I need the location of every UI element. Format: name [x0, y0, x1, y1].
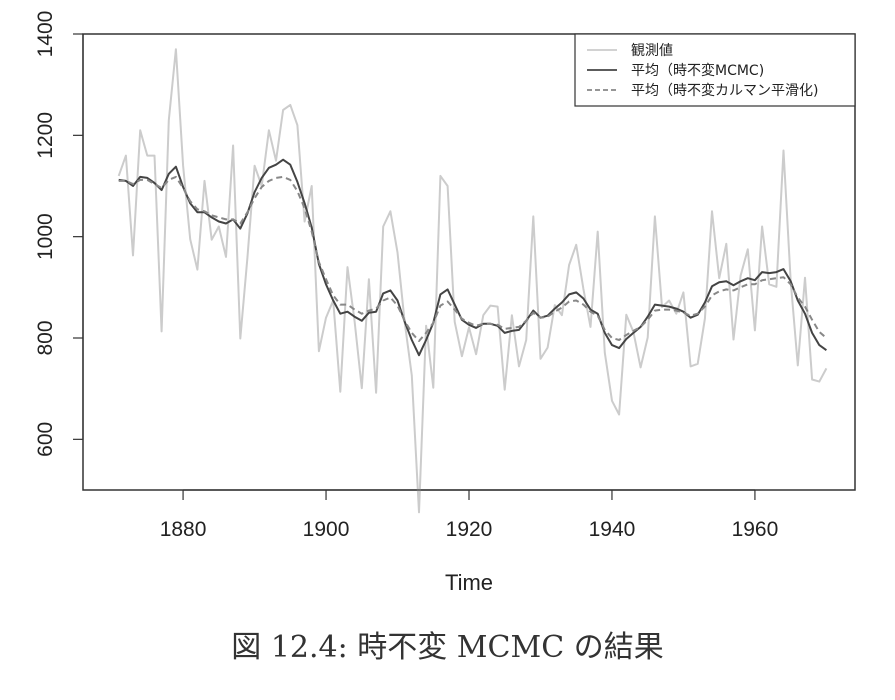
- series-line-3: [118, 175, 828, 342]
- x-tick-label: 1940: [589, 518, 636, 541]
- axes-layer: 1880 1900 1920 1940 1960 600 800 1000 1200 1400: [34, 11, 778, 541]
- legend-box: [574, 33, 856, 107]
- x-tick-label: 1960: [732, 518, 779, 541]
- x-tick-label: 1880: [160, 518, 207, 541]
- series-layer: [117, 48, 828, 514]
- legend-label-2: 平均（時不変MCMC): [631, 62, 764, 79]
- legend-label-3: 平均（時不変カルマン平滑化): [631, 82, 818, 99]
- y-tick-label: 800: [34, 320, 57, 355]
- legend-label-1: 観測値: [631, 42, 673, 59]
- y-tick-label: 600: [34, 422, 57, 457]
- series-line-2: [118, 158, 827, 357]
- x-tick-label: 1900: [303, 518, 350, 541]
- time-series-chart: 1880 1900 1920 1940 1960 600 800 1000 1200 1400 T…: [34, 11, 856, 595]
- y-tick-label: 1400: [34, 11, 57, 58]
- y-tick-label: 1200: [34, 112, 57, 159]
- series-line-1: [117, 48, 828, 514]
- figure-caption: 図 12.4: 時不変 MCMC の結果: [231, 630, 664, 665]
- x-axis-title: Time: [445, 570, 493, 595]
- y-tick-label: 1000: [34, 213, 57, 260]
- x-tick-label: 1920: [446, 518, 493, 541]
